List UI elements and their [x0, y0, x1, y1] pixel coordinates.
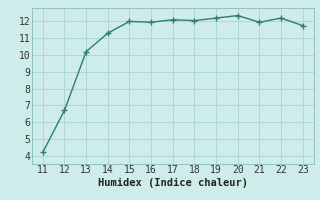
X-axis label: Humidex (Indice chaleur): Humidex (Indice chaleur)	[98, 178, 248, 188]
